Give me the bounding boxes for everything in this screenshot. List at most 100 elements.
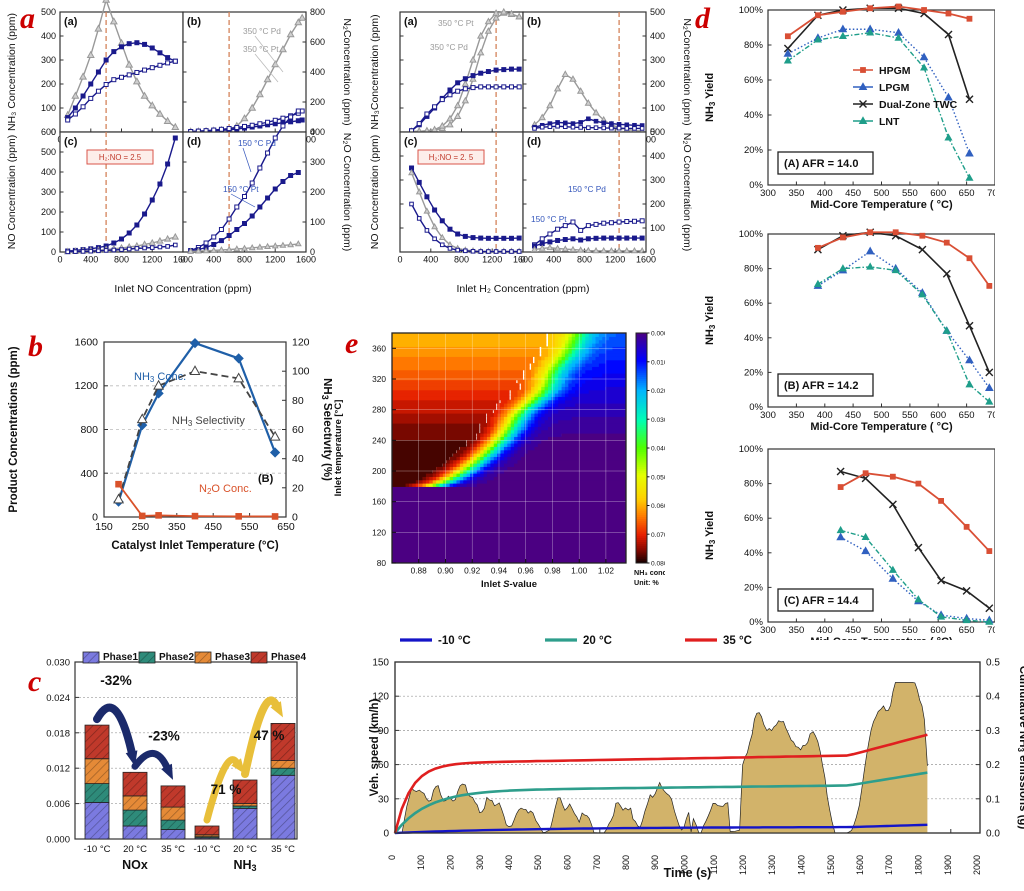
svg-text:LPGM: LPGM xyxy=(879,82,910,94)
svg-text:Cumulative NH3 emissions (g): Cumulative NH3 emissions (g) xyxy=(1016,666,1024,830)
svg-text:1700: 1700 xyxy=(884,855,894,875)
svg-text:300: 300 xyxy=(41,187,56,197)
svg-text:200: 200 xyxy=(310,187,325,197)
svg-text:400: 400 xyxy=(650,31,665,41)
svg-text:HPGM: HPGM xyxy=(879,65,911,77)
svg-text:400: 400 xyxy=(80,468,98,480)
svg-text:(d): (d) xyxy=(187,136,201,148)
svg-text:200: 200 xyxy=(41,207,56,217)
svg-text:0: 0 xyxy=(310,247,315,257)
svg-text:100%: 100% xyxy=(739,229,764,240)
svg-text:350: 350 xyxy=(788,410,804,421)
svg-text:800: 800 xyxy=(114,255,129,265)
svg-text:0.000: 0.000 xyxy=(46,835,70,846)
svg-text:(a): (a) xyxy=(64,16,78,28)
svg-text:0: 0 xyxy=(397,255,402,265)
svg-text:200: 200 xyxy=(446,855,456,870)
svg-text:(C) AFR = 14.4: (C) AFR = 14.4 xyxy=(784,595,859,607)
svg-text:400: 400 xyxy=(650,151,665,161)
svg-text:100: 100 xyxy=(41,227,56,237)
svg-text:35 °C: 35 °C xyxy=(161,844,185,855)
svg-text:1600: 1600 xyxy=(75,337,99,349)
svg-text:0.4: 0.4 xyxy=(986,692,1000,703)
svg-text:NH3 Conc.: NH3 Conc. xyxy=(134,371,186,384)
svg-text:20%: 20% xyxy=(744,582,764,593)
svg-text:150 °C Pt: 150 °C Pt xyxy=(223,184,259,194)
svg-text:650: 650 xyxy=(959,410,975,421)
svg-text:NOx: NOx xyxy=(122,858,148,872)
svg-text:100: 100 xyxy=(292,366,310,378)
svg-text:300: 300 xyxy=(310,157,325,167)
svg-text:Inlet S-value: Inlet S-value xyxy=(481,579,537,590)
svg-text:Catalyst Inlet Temperature (°C: Catalyst Inlet Temperature (°C) xyxy=(111,540,279,552)
svg-text:650: 650 xyxy=(959,188,975,199)
svg-text:500: 500 xyxy=(874,410,890,421)
svg-text:1200: 1200 xyxy=(605,255,625,265)
svg-text:71 %: 71 % xyxy=(211,782,242,797)
svg-text:200: 200 xyxy=(650,79,665,89)
svg-text:0.024: 0.024 xyxy=(46,693,70,704)
svg-text:450: 450 xyxy=(845,188,861,199)
svg-text:40: 40 xyxy=(292,453,304,465)
svg-text:35 °C: 35 °C xyxy=(271,844,295,855)
svg-text:60%: 60% xyxy=(744,298,764,309)
svg-text:700: 700 xyxy=(592,855,602,870)
svg-text:-32%: -32% xyxy=(100,673,132,688)
svg-text:0.98: 0.98 xyxy=(544,566,561,576)
svg-text:100: 100 xyxy=(310,217,325,227)
svg-text:0.000: 0.000 xyxy=(651,331,665,338)
svg-text:1200: 1200 xyxy=(265,255,285,265)
svg-text:Phase4: Phase4 xyxy=(271,652,306,663)
svg-text:N₂O Concentration (ppm): N₂O Concentration (ppm) xyxy=(341,133,353,251)
svg-text:Veh. speed (km/h): Veh. speed (km/h) xyxy=(369,698,381,796)
svg-text:400: 400 xyxy=(310,127,325,137)
svg-text:0.006: 0.006 xyxy=(46,799,70,810)
svg-text:(a): (a) xyxy=(404,16,418,28)
svg-text:2000: 2000 xyxy=(972,855,982,875)
svg-text:20 °C: 20 °C xyxy=(233,844,257,855)
svg-text:Inlet H₂ Concentration (ppm): Inlet H₂ Concentration (ppm) xyxy=(456,283,589,295)
svg-text:600: 600 xyxy=(563,855,573,870)
svg-text:0.07000: 0.07000 xyxy=(651,532,665,539)
svg-text:150: 150 xyxy=(372,658,389,669)
svg-text:600: 600 xyxy=(310,37,325,47)
svg-text:100: 100 xyxy=(650,223,665,233)
svg-text:600: 600 xyxy=(930,188,946,199)
svg-text:400: 400 xyxy=(423,255,438,265)
svg-text:Inlet temperature [°C]: Inlet temperature [°C] xyxy=(333,400,344,497)
svg-text:(B): (B) xyxy=(258,473,274,485)
svg-text:80%: 80% xyxy=(744,264,764,275)
svg-text:NH₃ Concentration (ppm): NH₃ Concentration (ppm) xyxy=(6,13,18,131)
svg-text:20: 20 xyxy=(292,482,304,494)
svg-text:1800: 1800 xyxy=(914,855,924,875)
svg-text:60%: 60% xyxy=(744,513,764,524)
svg-text:400: 400 xyxy=(41,167,56,177)
svg-text:500: 500 xyxy=(650,127,665,137)
svg-text:900: 900 xyxy=(650,855,660,870)
svg-text:1200: 1200 xyxy=(142,255,162,265)
svg-text:100%: 100% xyxy=(739,5,764,16)
svg-text:400: 400 xyxy=(83,255,98,265)
svg-text:Time (s): Time (s) xyxy=(664,866,712,880)
svg-text:400: 400 xyxy=(206,255,221,265)
svg-text:N₂Concentration (ppm): N₂Concentration (ppm) xyxy=(681,18,693,125)
svg-text:0: 0 xyxy=(180,255,185,265)
svg-text:1500: 1500 xyxy=(826,855,836,875)
svg-text:320: 320 xyxy=(372,374,386,384)
svg-text:0: 0 xyxy=(383,829,389,840)
svg-text:500: 500 xyxy=(650,7,665,17)
svg-text:(b): (b) xyxy=(187,16,201,28)
svg-text:800: 800 xyxy=(80,424,98,436)
svg-text:H₂:NO = 2. 5: H₂:NO = 2. 5 xyxy=(429,153,474,162)
svg-text:600: 600 xyxy=(41,127,56,137)
svg-text:0%: 0% xyxy=(749,180,763,191)
svg-text:500: 500 xyxy=(41,147,56,157)
svg-text:80%: 80% xyxy=(744,479,764,490)
svg-text:700: 700 xyxy=(987,410,995,421)
svg-text:500: 500 xyxy=(533,855,543,870)
svg-text:350 °C Pd: 350 °C Pd xyxy=(430,42,468,52)
svg-text:300: 300 xyxy=(475,855,485,870)
svg-text:0: 0 xyxy=(292,512,298,524)
svg-text:0: 0 xyxy=(520,255,525,265)
svg-text:20 °C: 20 °C xyxy=(583,635,612,647)
